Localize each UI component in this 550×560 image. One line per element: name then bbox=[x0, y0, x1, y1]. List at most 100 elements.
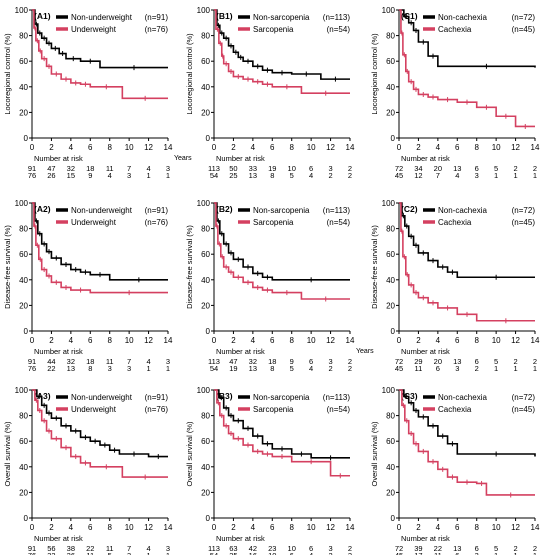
risk-count: 20 bbox=[434, 357, 442, 366]
risk-count: 13 bbox=[249, 364, 257, 373]
legend-label: Underweight bbox=[71, 25, 117, 34]
x-tick-label: 2 bbox=[416, 143, 421, 152]
risk-count: 33 bbox=[249, 164, 257, 173]
risk-count: 13 bbox=[453, 164, 461, 173]
risk-count: 11 bbox=[86, 551, 94, 555]
risk-count: 2 bbox=[533, 164, 537, 173]
x-tick-label: 12 bbox=[511, 336, 520, 345]
risk-count: 12 bbox=[414, 171, 422, 180]
risk-count: 54 bbox=[210, 171, 218, 180]
x-axis-label: Years bbox=[356, 348, 374, 355]
risk-count: 23 bbox=[268, 544, 276, 553]
y-tick-label: 20 bbox=[201, 301, 210, 310]
risk-count: 6 bbox=[475, 357, 479, 366]
x-tick-label: 4 bbox=[251, 336, 256, 345]
risk-count: 4 bbox=[309, 551, 313, 555]
risk-table-title: Number at risk bbox=[34, 154, 83, 163]
y-tick-label: 80 bbox=[201, 32, 210, 41]
y-tick-label: 20 bbox=[201, 488, 210, 497]
risk-count: 3 bbox=[328, 544, 332, 553]
km-curve bbox=[32, 9, 168, 69]
y-tick-label: 40 bbox=[19, 83, 28, 92]
y-tick-label: 0 bbox=[24, 514, 29, 523]
x-tick-label: 10 bbox=[307, 523, 316, 532]
y-tick-label: 40 bbox=[201, 83, 210, 92]
risk-count: 72 bbox=[395, 544, 403, 553]
x-tick-label: 14 bbox=[164, 523, 173, 532]
x-tick-label: 12 bbox=[326, 336, 335, 345]
x-tick-label: 8 bbox=[289, 523, 294, 532]
y-tick-label: 0 bbox=[24, 134, 29, 143]
y-tick-label: 100 bbox=[382, 386, 396, 395]
x-tick-label: 12 bbox=[326, 143, 335, 152]
risk-count: 2 bbox=[348, 357, 352, 366]
legend-label: Non-underweight bbox=[71, 393, 133, 402]
risk-count: 22 bbox=[86, 544, 94, 553]
legend-label: Sarcopenia bbox=[253, 405, 294, 414]
risk-count: 6 bbox=[309, 164, 313, 173]
y-tick-label: 40 bbox=[201, 463, 210, 472]
x-tick-label: 8 bbox=[107, 523, 112, 532]
risk-count: 2 bbox=[328, 171, 332, 180]
x-tick-label: 4 bbox=[436, 143, 441, 152]
km-curve bbox=[399, 9, 536, 68]
risk-count: 32 bbox=[47, 551, 55, 555]
risk-table-title: Number at risk bbox=[34, 534, 83, 543]
panel-label: (A2) bbox=[34, 204, 51, 214]
x-tick-label: 12 bbox=[511, 143, 520, 152]
risk-count: 6 bbox=[436, 364, 440, 373]
x-tick-label: 0 bbox=[397, 143, 402, 152]
x-tick-label: 6 bbox=[88, 336, 93, 345]
risk-count: 13 bbox=[67, 364, 75, 373]
risk-count: 2 bbox=[533, 544, 537, 553]
risk-count: 3 bbox=[127, 364, 131, 373]
legend-n: (n=91) bbox=[145, 393, 169, 402]
risk-count: 6 bbox=[475, 164, 479, 173]
legend-n: (n=76) bbox=[145, 218, 169, 227]
y-tick-label: 40 bbox=[201, 276, 210, 285]
legend-n: (n=54) bbox=[327, 25, 351, 34]
y-tick-label: 80 bbox=[386, 225, 395, 234]
risk-count: 11 bbox=[106, 357, 114, 366]
risk-count: 3 bbox=[328, 164, 332, 173]
x-tick-label: 2 bbox=[231, 523, 236, 532]
risk-count: 2 bbox=[348, 171, 352, 180]
y-tick-label: 60 bbox=[201, 250, 210, 259]
legend-n: (n=72) bbox=[512, 393, 536, 402]
risk-count: 44 bbox=[47, 357, 55, 366]
x-tick-label: 2 bbox=[231, 336, 236, 345]
legend-label: Cachexia bbox=[438, 218, 472, 227]
legend-label: Non-cachexia bbox=[438, 206, 487, 215]
x-tick-label: 2 bbox=[416, 336, 421, 345]
risk-count: 72 bbox=[395, 164, 403, 173]
legend-n: (n=45) bbox=[512, 25, 536, 34]
risk-count: 1 bbox=[166, 364, 170, 373]
risk-count: 42 bbox=[249, 544, 257, 553]
x-tick-label: 4 bbox=[69, 336, 74, 345]
risk-count: 1 bbox=[146, 551, 150, 555]
x-tick-label: 8 bbox=[107, 336, 112, 345]
legend-label: Non-underweight bbox=[71, 13, 133, 22]
legend-label: Non-sarcopenia bbox=[253, 13, 310, 22]
risk-count: 47 bbox=[47, 164, 55, 173]
risk-count: 22 bbox=[47, 364, 55, 373]
y-axis-label: Disease-free survival (%) bbox=[185, 225, 194, 309]
legend-n: (n=113) bbox=[323, 206, 351, 215]
x-tick-label: 4 bbox=[436, 523, 441, 532]
x-tick-label: 8 bbox=[107, 143, 112, 152]
risk-count: 1 bbox=[513, 364, 517, 373]
risk-count: 15 bbox=[67, 171, 75, 180]
risk-count: 45 bbox=[395, 171, 403, 180]
risk-count: 91 bbox=[28, 164, 36, 173]
x-tick-label: 4 bbox=[251, 143, 256, 152]
x-tick-label: 4 bbox=[436, 336, 441, 345]
y-tick-label: 100 bbox=[197, 386, 211, 395]
risk-count: 1 bbox=[533, 551, 537, 555]
risk-count: 5 bbox=[494, 164, 498, 173]
risk-count: 3 bbox=[455, 364, 459, 373]
y-tick-label: 100 bbox=[15, 6, 29, 15]
